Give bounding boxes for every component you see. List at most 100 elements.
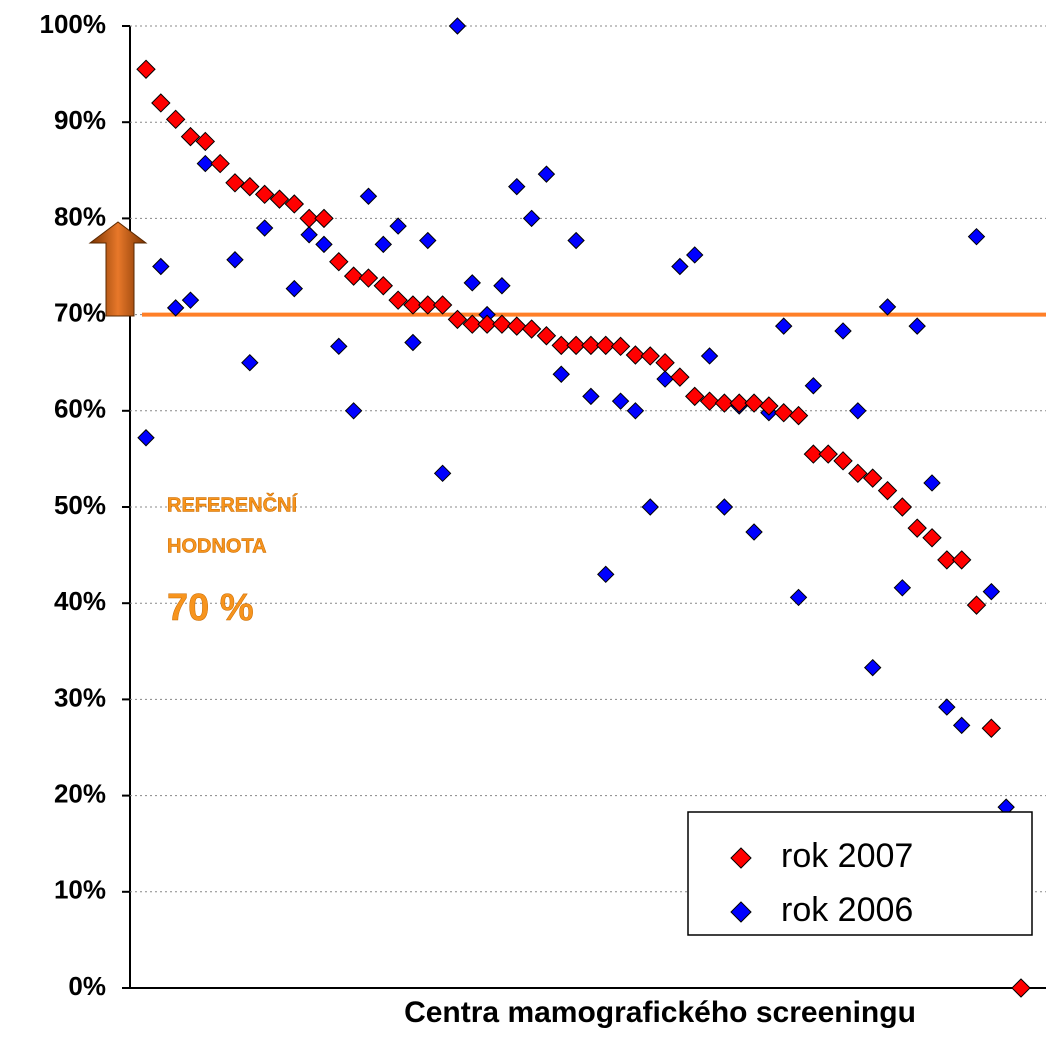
data-point xyxy=(803,444,824,464)
data-point xyxy=(611,392,630,410)
data-point xyxy=(818,444,838,464)
annotation: HODNOTA xyxy=(167,535,267,557)
data-point xyxy=(537,165,556,183)
data-point xyxy=(833,451,853,471)
data-point xyxy=(493,277,511,295)
data-point xyxy=(374,235,392,254)
arrow xyxy=(88,221,148,317)
y-tick-label: 70% xyxy=(54,297,106,327)
data-point xyxy=(715,498,734,516)
data-point xyxy=(685,386,705,407)
data-point xyxy=(195,131,216,152)
data-point xyxy=(982,582,1001,601)
data-point xyxy=(433,464,452,483)
data-point xyxy=(403,295,423,315)
data-point xyxy=(908,317,926,335)
data-point xyxy=(329,251,349,272)
data-point xyxy=(877,480,898,501)
data-point xyxy=(448,17,467,35)
data-point xyxy=(492,314,512,334)
legend-label: rok 2007 xyxy=(781,837,913,875)
legend-marker xyxy=(730,847,752,869)
data-point xyxy=(343,266,364,286)
data-point xyxy=(269,189,290,209)
data-point xyxy=(165,109,186,130)
data-point xyxy=(625,345,646,365)
data-point xyxy=(344,402,363,420)
data-point xyxy=(284,194,305,214)
data-point xyxy=(729,393,749,413)
data-point xyxy=(507,316,527,336)
data-point xyxy=(299,208,319,229)
data-point xyxy=(775,317,793,335)
data-point xyxy=(522,209,541,228)
data-point xyxy=(640,346,660,366)
data-point xyxy=(136,59,156,79)
data-point xyxy=(241,353,259,372)
y-tick-label: 10% xyxy=(54,875,106,905)
data-point xyxy=(966,595,987,615)
data-point xyxy=(240,176,260,197)
data-point xyxy=(789,588,808,607)
data-point xyxy=(152,257,170,276)
data-point xyxy=(714,393,735,413)
data-point xyxy=(463,274,481,292)
data-point xyxy=(285,279,304,298)
data-point xyxy=(137,429,155,447)
y-tick-label: 0% xyxy=(68,971,106,1001)
data-point xyxy=(670,367,690,387)
data-point xyxy=(477,314,497,334)
data-point xyxy=(196,154,215,173)
legend-label: rok 2006 xyxy=(781,891,913,929)
data-point xyxy=(330,337,348,356)
data-point xyxy=(610,336,631,357)
data-point xyxy=(388,290,408,310)
data-point xyxy=(907,518,927,538)
data-point xyxy=(314,208,334,229)
data-point xyxy=(951,550,972,570)
data-point xyxy=(878,298,897,316)
data-point xyxy=(373,276,393,296)
data-point xyxy=(744,393,764,413)
data-point xyxy=(166,299,185,317)
data-point xyxy=(596,335,616,356)
y-tick-label: 60% xyxy=(54,394,106,424)
data-point xyxy=(938,698,956,716)
data-point xyxy=(699,391,720,411)
data-point xyxy=(922,528,942,548)
data-point xyxy=(804,377,823,395)
data-point xyxy=(181,291,200,309)
data-point xyxy=(656,370,674,388)
data-point xyxy=(641,498,659,516)
data-point xyxy=(774,403,794,423)
data-point xyxy=(671,257,689,276)
data-point xyxy=(759,396,779,416)
y-tick-label: 40% xyxy=(54,586,106,616)
data-point xyxy=(1011,978,1031,998)
annotation: REFERENČNÍ xyxy=(167,492,297,516)
data-point xyxy=(862,468,883,488)
data-point xyxy=(582,387,600,406)
data-point xyxy=(893,579,912,597)
data-point xyxy=(300,226,318,244)
data-point xyxy=(226,251,244,269)
y-tick-label: 20% xyxy=(54,778,106,808)
x-axis-label: Centra mamografického screeningu xyxy=(404,996,916,1029)
data-point xyxy=(254,184,275,205)
data-point xyxy=(923,474,941,492)
data-point xyxy=(551,335,571,356)
data-point xyxy=(655,352,675,373)
data-point xyxy=(418,295,438,315)
data-point xyxy=(626,402,645,420)
data-point xyxy=(447,309,468,330)
data-point xyxy=(686,246,704,264)
y-tick-label: 30% xyxy=(54,682,106,712)
data-point xyxy=(432,295,453,315)
data-point xyxy=(981,718,1002,738)
data-point xyxy=(536,326,557,346)
data-point xyxy=(315,235,333,254)
data-point xyxy=(462,314,482,334)
y-tick-label: 80% xyxy=(54,201,106,231)
data-point xyxy=(419,231,437,250)
